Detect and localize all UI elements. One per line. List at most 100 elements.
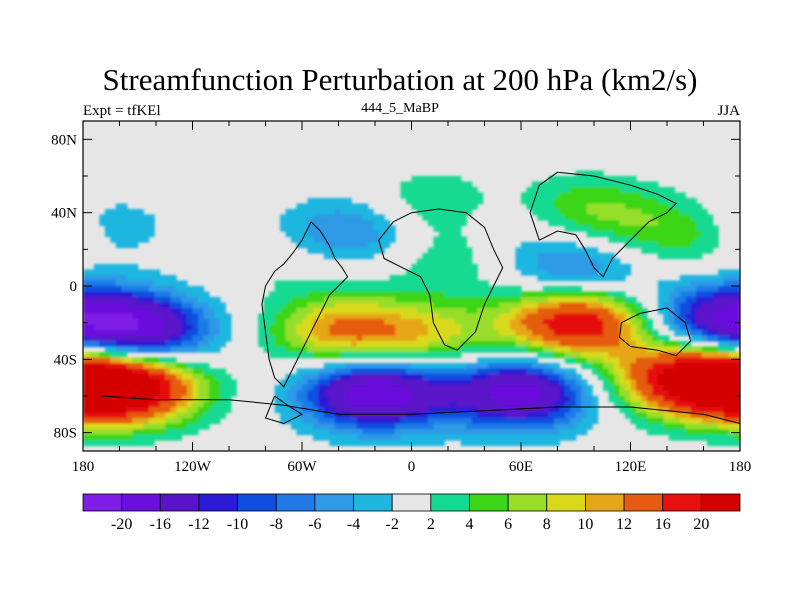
field-cell [110,374,117,381]
field-cell [707,368,714,375]
field-cell [531,363,539,370]
field-cell [537,258,544,265]
field-cell [646,330,653,337]
colorbar-label: 6 [504,516,512,533]
field-cell [559,187,566,194]
field-cell [406,308,413,315]
field-cell [592,176,599,183]
field-cell [170,302,177,309]
field-cell [690,236,697,243]
field-cell [263,346,270,353]
field-cell [427,374,434,381]
field-cell [608,385,615,392]
field-cell [318,291,325,298]
field-cell [351,308,358,315]
field-cell [707,231,714,238]
field-cell [444,291,451,298]
field-cell [570,209,577,216]
field-cell [625,176,632,183]
field-cell [323,341,330,348]
field-cell [99,214,106,221]
field-cell [685,275,692,282]
field-cell [121,412,128,419]
field-cell [389,368,396,375]
field-cell [269,324,276,331]
field-cell [411,302,418,309]
field-cell [99,324,106,331]
field-cell [148,346,155,353]
field-cell [564,176,571,183]
field-cell [384,335,391,342]
field-cell [214,330,221,337]
field-cell [422,412,429,419]
field-cell [384,346,391,353]
field-cell [701,236,708,243]
field-cell [575,313,582,320]
field-cell [411,181,418,188]
field-cell [181,308,188,315]
field-cell [208,346,215,353]
field-cell [630,335,637,342]
field-cell [126,363,133,370]
field-cell [362,396,369,403]
field-cell [608,363,615,370]
field-cell [389,324,396,331]
field-cell [274,286,281,293]
field-cell [170,363,177,370]
field-cell [126,418,133,425]
field-cell [88,401,95,408]
field-cell [685,253,692,260]
field-cell [389,374,396,381]
field-cell [657,385,664,392]
field-cell [362,401,369,408]
field-cell [641,401,648,408]
field-cell [712,407,719,414]
field-cell [83,275,90,282]
field-cell [630,357,637,364]
field-cell [367,236,374,243]
field-cell [406,341,413,348]
field-cell [657,341,664,348]
field-cell [104,220,111,227]
field-cell [712,242,719,249]
field-cell [641,231,648,238]
field-cell [531,313,539,320]
field-cell [504,412,511,419]
field-cell [493,379,500,386]
field-cell [121,324,128,331]
field-cell [411,374,418,381]
field-cell [411,352,418,359]
field-cell [553,198,560,205]
field-cell [668,412,675,419]
field-cell [515,390,522,397]
field-cell [170,390,177,397]
field-cell [542,258,549,265]
field-cell [444,385,451,392]
field-cell [581,181,588,188]
field-cell [455,308,462,315]
field-cell [641,368,648,375]
field-cell [630,209,637,216]
field-cell [537,247,544,254]
field-cell [181,385,188,392]
field-cell [668,203,675,210]
field-cell [219,302,226,309]
field-cell [460,181,467,188]
field-cell [176,368,183,375]
colorbar-swatch [159,493,200,512]
field-cell [88,341,95,348]
field-cell [531,192,539,199]
field-cell [663,319,670,326]
field-cell [378,324,385,331]
field-cell [526,319,533,326]
field-cell [203,324,210,331]
field-cell [646,418,653,425]
field-cell [88,357,95,364]
field-cell [176,308,183,315]
field-cell [668,423,675,430]
field-cell [641,198,648,205]
field-cell [143,313,150,320]
field-cell [575,352,582,359]
field-cell [356,280,363,287]
field-cell [630,198,637,205]
